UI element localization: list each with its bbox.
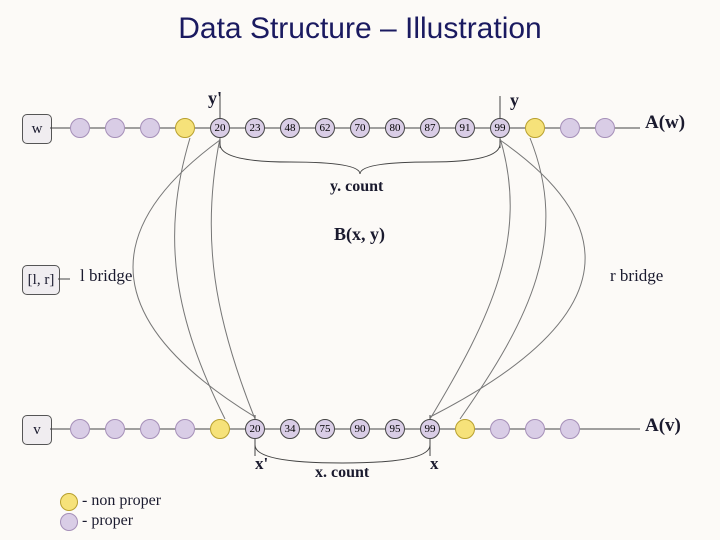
v-node-9: 95: [385, 419, 405, 439]
label-Av: A(v): [645, 415, 681, 437]
v-node-3: [175, 419, 195, 439]
w-node-0: [70, 118, 90, 138]
legend-dot-proper: [60, 513, 78, 531]
label-x: x: [430, 454, 439, 474]
seq-box-lr: [l, r]: [22, 265, 60, 295]
v-node-2: [140, 419, 160, 439]
seq-box-lr-label: [l, r]: [28, 272, 55, 289]
w-node-5: 23: [245, 118, 265, 138]
v-node-1: [105, 419, 125, 439]
v-node-14: [560, 419, 580, 439]
label-Aw: A(w): [645, 112, 685, 134]
v-node-0: [70, 419, 90, 439]
v-node-11: [455, 419, 475, 439]
label-ycount: y. count: [330, 178, 383, 196]
label-y: y: [510, 90, 519, 111]
w-node-7: 62: [315, 118, 335, 138]
seq-box-w-label: w: [32, 121, 43, 138]
v-node-13: [525, 419, 545, 439]
label-y_prime: y': [208, 88, 222, 109]
w-node-6: 48: [280, 118, 300, 138]
label-lbridge: l bridge: [80, 266, 132, 286]
w-node-15: [595, 118, 615, 138]
v-node-8: 90: [350, 419, 370, 439]
w-node-10: 87: [420, 118, 440, 138]
w-node-14: [560, 118, 580, 138]
w-node-3: [175, 118, 195, 138]
v-node-10: 99: [420, 419, 440, 439]
v-node-4: [210, 419, 230, 439]
w-node-2: [140, 118, 160, 138]
w-node-8: 70: [350, 118, 370, 138]
w-node-11: 91: [455, 118, 475, 138]
label-x_prime: x': [255, 454, 268, 474]
w-node-13: [525, 118, 545, 138]
page-title: Data Structure – Illustration: [0, 12, 720, 46]
label-rbridge: r bridge: [610, 266, 663, 286]
seq-box-v-label: v: [33, 422, 41, 439]
label-leg_pro: - proper: [82, 512, 133, 530]
v-node-5: 20: [245, 419, 265, 439]
seq-box-v: v: [22, 415, 52, 445]
label-Bxy: B(x, y): [334, 224, 385, 245]
w-node-12: 99: [490, 118, 510, 138]
v-node-6: 34: [280, 419, 300, 439]
legend-dot-non-proper: [60, 493, 78, 511]
label-leg_non: - non proper: [82, 492, 161, 510]
w-node-1: [105, 118, 125, 138]
w-node-4: 20: [210, 118, 230, 138]
seq-box-w: w: [22, 114, 52, 144]
label-xcount: x. count: [315, 464, 369, 482]
v-node-12: [490, 419, 510, 439]
w-node-9: 80: [385, 118, 405, 138]
v-node-7: 75: [315, 419, 335, 439]
